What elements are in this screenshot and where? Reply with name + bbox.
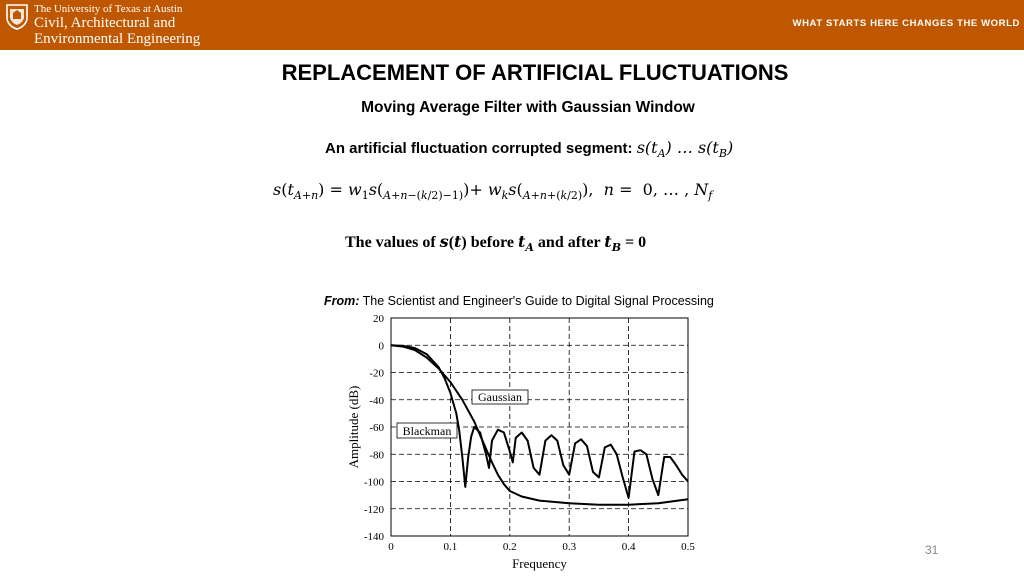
x-tick-label: 0.1: [444, 541, 458, 553]
slide-subtitle: Moving Average Filter with Gaussian Wind…: [361, 99, 695, 116]
series-line-gaussian: [390, 344, 689, 506]
segment-math: s(tA) … s(tB): [636, 138, 734, 161]
segment-label: An artificial fluctuation corrupted segm…: [325, 140, 633, 157]
y-tick-label: -80: [369, 449, 384, 461]
chart-svg: 0 0.1 0.2 0.3 0.4 0.5 20 0 -20 -40 -60 -80 -100 -120 -…: [346, 313, 696, 571]
annotation-gaussian-text: Gaussian: [478, 390, 522, 404]
header-banner: The University of Texas at Austin Civil,…: [0, 0, 1024, 50]
y-tick-label: 20: [373, 313, 385, 325]
series-line-blackman: [390, 344, 689, 499]
x-axis-label: Frequency: [512, 556, 567, 571]
annotation-gaussian: Gaussian: [471, 389, 529, 405]
x-tick-label: 0: [388, 541, 394, 553]
ut-seal-icon: [6, 4, 28, 30]
boundary-values-note: The values of s(t) before tA and after t…: [345, 232, 647, 255]
y-tick-label: -140: [364, 531, 385, 543]
slide-number: 31: [925, 543, 939, 557]
x-tick-label: 0.5: [681, 541, 695, 553]
source-title: The Scientist and Engineer's Guide to Di…: [362, 294, 714, 308]
annotation-blackman-text: Blackman: [403, 424, 452, 438]
university-name: The University of Texas at Austin: [34, 3, 183, 15]
department-name-line2: Environmental Engineering: [34, 31, 201, 47]
plot-frame: [390, 317, 689, 537]
segment-description: An artificial fluctuation corrupted segm…: [325, 138, 733, 160]
filter-equation: s(tA+n) = w1s(A+n−(k/2)−1))+ wks(A+n+(k/…: [273, 180, 713, 203]
y-axis-label: Amplitude (dB): [346, 386, 361, 469]
tagline: WHAT STARTS HERE CHANGES THE WORLD: [792, 18, 1020, 29]
y-tick-label: -20: [369, 368, 384, 380]
y-tick-label: -120: [364, 504, 385, 516]
y-tick-label: 0: [379, 340, 385, 352]
x-tick-label: 0.2: [503, 541, 517, 553]
y-tick-label: -60: [369, 422, 384, 434]
chart-series: [390, 344, 689, 506]
y-tick-label: -40: [369, 395, 384, 407]
source-prefix: From:: [324, 294, 360, 308]
x-tick-label: 0.4: [622, 541, 636, 553]
slide-title: REPLACEMENT OF ARTIFICIAL FLUCTUATIONS: [281, 60, 789, 85]
chart-ticks: 0 0.1 0.2 0.3 0.4 0.5 20 0 -20 -40 -60 -80 -100 -120 -…: [364, 313, 696, 553]
source-citation: From: The Scientist and Engineer's Guide…: [324, 294, 714, 308]
x-tick-label: 0.3: [562, 541, 576, 553]
frequency-response-chart: 0 0.1 0.2 0.3 0.4 0.5 20 0 -20 -40 -60 -80 -100 -120 -…: [340, 308, 710, 576]
y-tick-label: -100: [364, 477, 385, 489]
department-name-line1: Civil, Architectural and: [34, 15, 176, 31]
annotation-blackman: Blackman: [396, 422, 458, 439]
